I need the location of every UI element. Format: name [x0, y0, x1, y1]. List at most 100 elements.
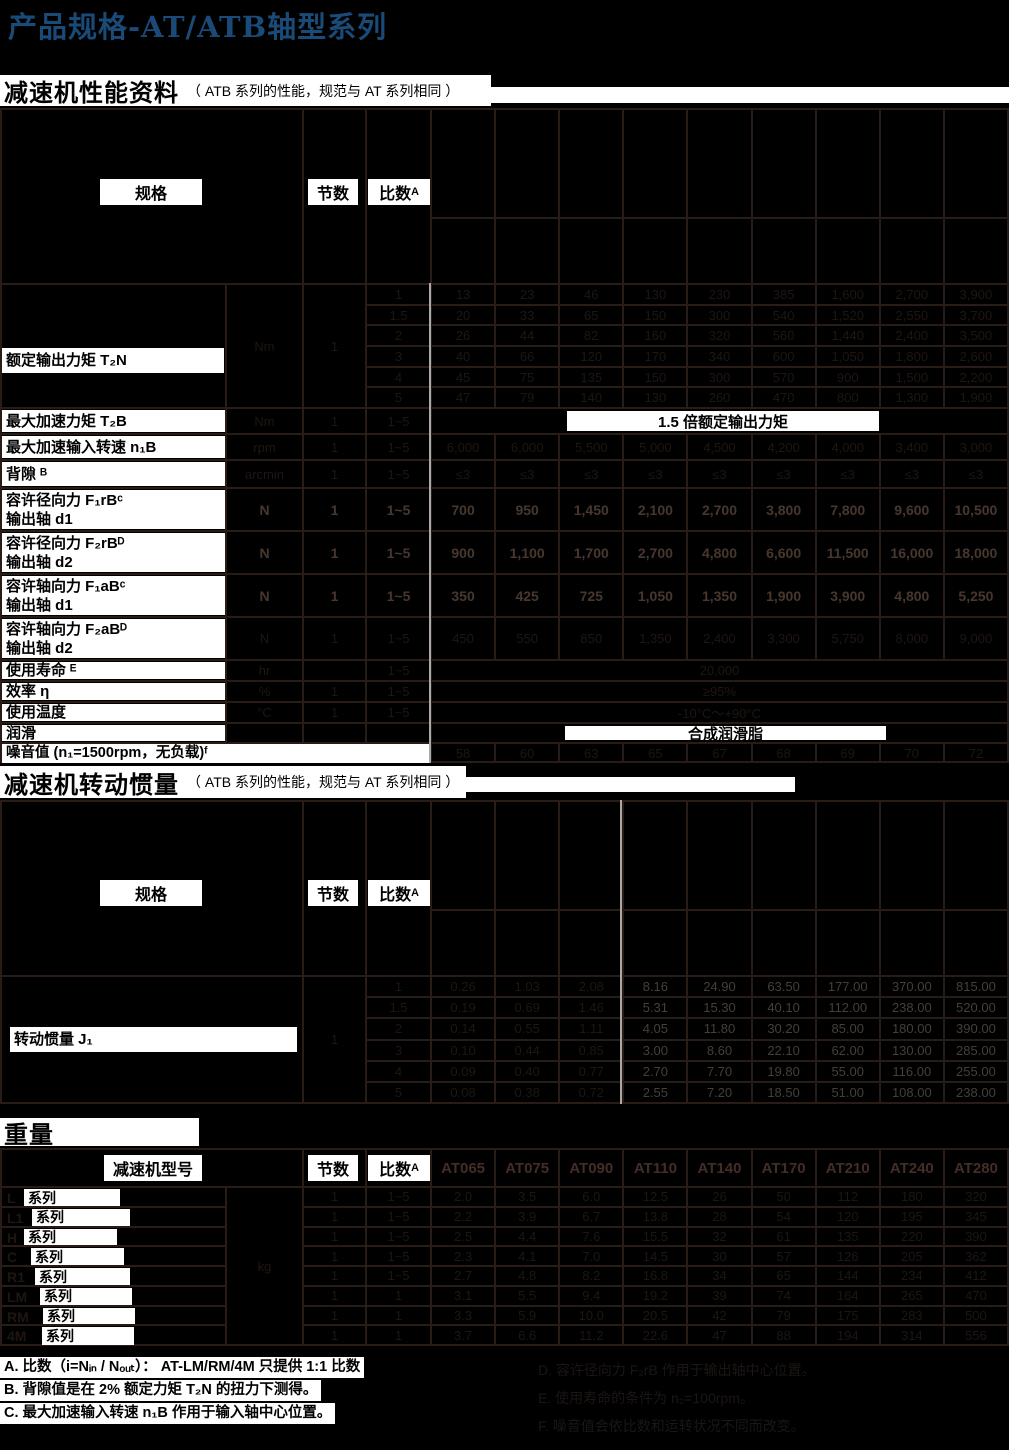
table-cell: 50: [753, 1188, 817, 1206]
sub-row: 1.5 20 33 65 150 300 540 1,520 2,550 3,700: [367, 303, 1007, 325]
model-header-label: AT240 4M: [882, 264, 938, 279]
table-cell: 112: [817, 1188, 881, 1206]
stages-cell: [304, 661, 367, 680]
table-cell: 0.09: [432, 1061, 497, 1081]
table-cell: 255.00: [956, 1063, 996, 1079]
weight-header-row: 减速机型号 节数 比数ᴬ AT065 AT075 AT090 AT110 AT140 AT170…: [2, 1150, 1007, 1186]
table-cell: 30: [688, 1247, 753, 1265]
model-header-label: AT065 4M: [434, 264, 490, 279]
table-cell: 126: [817, 1247, 881, 1265]
row-label-cell: 效率 η: [2, 682, 227, 701]
model-header-label: AT090 L1: [562, 134, 615, 149]
table-cell: 12.5: [624, 1188, 689, 1206]
model-header-label: AT170 4M: [754, 264, 810, 279]
weight-model-header: AT065: [432, 1150, 497, 1186]
model-header-label: AT140 H: [690, 155, 738, 170]
model-header-label: AT280 RM: [946, 935, 1004, 950]
stages-cell: 1: [304, 618, 367, 659]
model-header-label: AT140 LM: [688, 216, 751, 240]
ratio-cell: 1: [367, 1306, 432, 1325]
stages-cell: 1: [304, 1267, 367, 1285]
model-header-label: AT090 H: [562, 847, 610, 862]
model-header-cell: AT065 L AT065 L1 AT065 H AT065 C AT065 R1 AT0…: [432, 110, 497, 283]
model-header-cell: AT170 L AT170 L1 AT170 H AT170 C AT170 R1 AT1…: [752, 110, 817, 283]
table-row-t2b: 最大加速力矩 T₂B Nm 1 1~5 1.5 倍额定输出力矩: [2, 407, 1007, 433]
footnote-e: E. 使用寿命的条件为 n₂=100rpm。: [538, 1390, 754, 1406]
table-cell: 2.7: [432, 1267, 497, 1285]
model-header-cell: AT110 L AT110 L1 AT110 H AT110 C AT110 R1 AT1…: [624, 802, 689, 975]
model-header-label: AT075 C: [498, 177, 546, 192]
row-label-cell: 使用温度: [2, 703, 227, 722]
model-header-label: AT110 L1: [626, 826, 679, 841]
table-cell: 65: [624, 744, 689, 763]
table-cell: 2,700: [881, 285, 945, 304]
table-cell: 600: [753, 347, 817, 366]
model-header-label: AT110 LM: [624, 908, 687, 932]
table-cell: 500: [965, 1307, 987, 1323]
table-cell: 195: [881, 1207, 945, 1226]
table-cell: 238.00: [881, 998, 945, 1018]
weight-unit-cell: kg: [227, 1188, 304, 1344]
table-cell: 3.7: [432, 1326, 497, 1344]
table-cell: 3,400: [881, 435, 945, 459]
model-header-label: AT065 R1: [434, 890, 488, 905]
table-cell: 1,300: [881, 388, 945, 408]
model-header-label: AT210 4M: [818, 264, 874, 279]
model-header-label: AT210 L: [818, 113, 865, 127]
row-label-box: 背隙 ᴮ: [2, 462, 225, 486]
table-cell: 28: [688, 1207, 753, 1226]
footnote-d: D. 容许径向力 F₂rB 作用于输出轴中心位置。: [538, 1362, 816, 1378]
table-cell: 58: [432, 744, 497, 763]
ratio-header-cell: 比数ᴬ: [367, 802, 432, 975]
table-cell: 700: [432, 489, 497, 530]
data-grid: 450 550 850 1,350 2,400 3,300 5,750 8,000 9,000: [432, 618, 1007, 659]
stages-cell: 1: [304, 532, 367, 573]
footnotes-left: A. 比数（i=Nᵢₙ / Nₒᵤₜ）： AT-LM/RM/4M 只提供 1:1…: [0, 1357, 365, 1426]
stages-cell: 1: [304, 575, 367, 616]
model-header-label: AT110 L: [626, 805, 672, 819]
data-grid: 0.26 1.03 2.08 8.16 24.90 63.50 177.00 370.00 81…: [432, 977, 1007, 997]
data-grid: 40 66 120 170 340 600 1,050 1,800 2,600: [432, 347, 1007, 366]
model-header-label: AT240 RM: [882, 243, 940, 258]
spec-header-box: 规格: [100, 880, 202, 906]
weight-row: 1 1 3.3 5.9 10.0 20.5 42 79 175 283 500: [304, 1304, 1007, 1325]
table-row-temp: 使用温度 °C 1 1~5 -10°C～+90°C: [2, 701, 1007, 722]
table-cell: 5,000: [624, 435, 689, 459]
table-cell: 46: [560, 285, 625, 304]
model-header-label: AT110 C: [626, 177, 673, 192]
table-cell: 55.00: [817, 1061, 881, 1081]
model-header-label: AT090 RM: [562, 935, 620, 950]
section-performance-header: 减速机性能资料 （ ATB 系列的性能，规范与 AT 系列相同 ）: [0, 75, 491, 107]
table-cell: 9.4: [560, 1286, 625, 1305]
series-label-box: 系列: [42, 1327, 134, 1346]
table-cell: 2,600: [959, 348, 993, 364]
data-grid: 20,000: [432, 661, 1007, 680]
ratio-header-cell: 比数ᴬ: [367, 110, 432, 283]
table-cell: 26: [688, 1188, 753, 1206]
model-header-label: AT240 L: [882, 805, 929, 819]
row-label-box: 使用温度: [2, 704, 225, 721]
table-cell: 40: [432, 347, 497, 366]
model-header-label: AT075 H: [498, 155, 546, 170]
data-grid: 0.19 0.69 1.46 5.31 15.30 40.10 112.00 238.00 52…: [432, 998, 1007, 1018]
data-grid: 47 79 140 130 260 470 800 1,300 1,900: [432, 388, 1007, 408]
weight-label-row: 4M 系列: [2, 1324, 225, 1346]
table-cell: 2,400: [688, 618, 753, 659]
table-cell: 2,700: [688, 489, 753, 530]
table-cell: 0.14: [432, 1019, 497, 1039]
table-cell: 2.0: [432, 1188, 497, 1206]
table-cell: 65: [753, 1267, 817, 1285]
model-header-label: AT140 RM: [690, 243, 748, 258]
model-header-label: AT075 L1: [498, 826, 551, 841]
data-grid: 0.08 0.38 0.72 2.55 7.20 18.50 51.00 108.00 238.…: [432, 1082, 1007, 1103]
weight-label-row: L 系列: [2, 1188, 225, 1207]
model-header-label: AT240 4M: [882, 956, 938, 971]
row-label-cell: 容许径向力 F₁rBᶜ 输出轴 d1: [2, 489, 227, 530]
table-cell: 5.9: [496, 1306, 561, 1325]
model-header-label: AT210 L1: [818, 134, 872, 149]
inertia-table: 规格 节数 比数ᴬ AT065 L AT065 L1 AT065 H AT065 C AT06…: [0, 800, 1009, 1104]
span-value-cell: -10°C～+90°C: [677, 706, 761, 721]
model-header-label: AT210 R1: [818, 890, 873, 905]
table-cell: 7.70: [688, 1061, 753, 1081]
row-label-box: 最大加速力矩 T₂B: [2, 410, 225, 432]
